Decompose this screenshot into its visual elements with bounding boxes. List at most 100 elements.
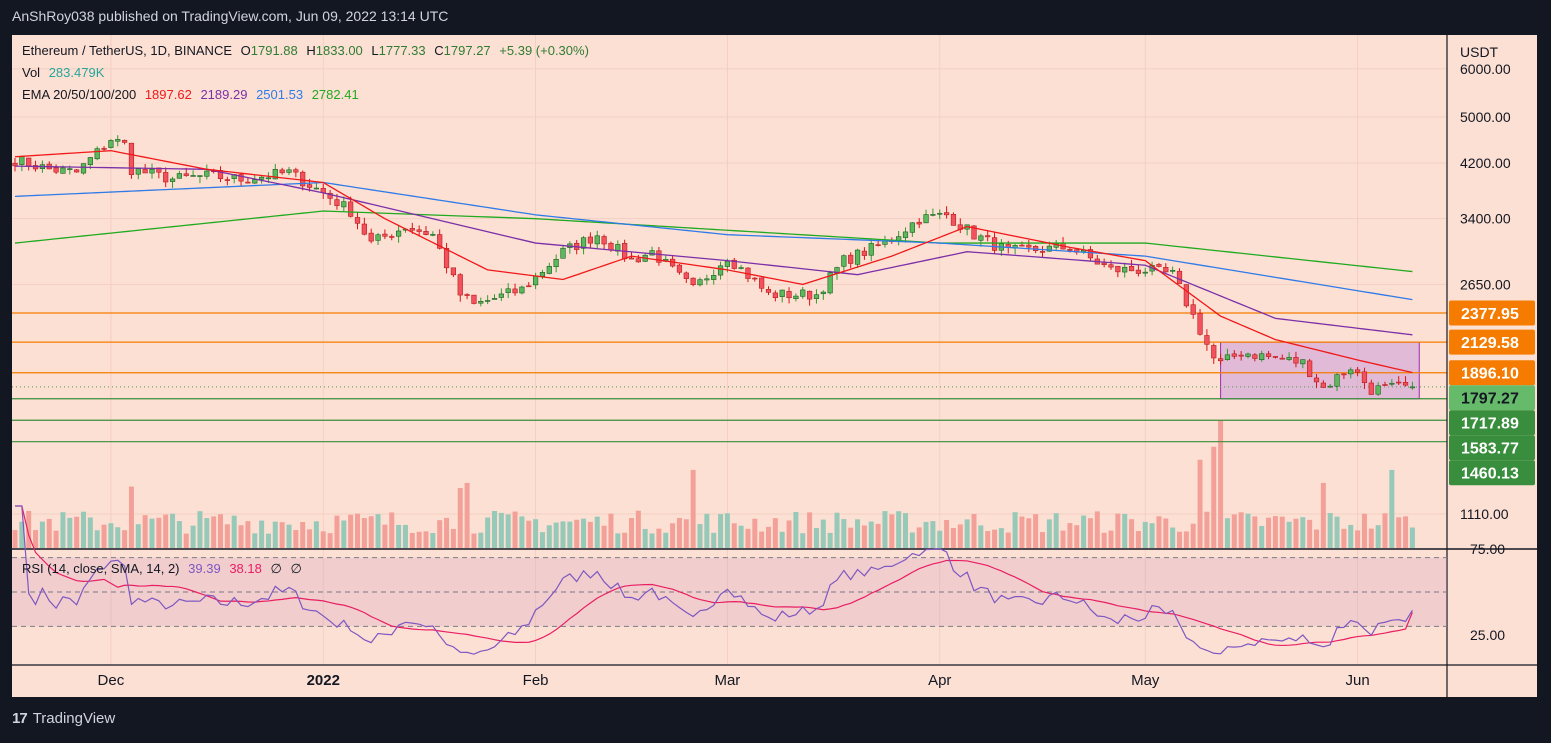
candle-body	[820, 291, 826, 294]
candle	[238, 173, 244, 187]
volume-bar	[437, 520, 443, 548]
candle	[293, 167, 299, 178]
volume-bar	[718, 514, 724, 548]
volume-bar	[1307, 519, 1313, 548]
candle-body	[937, 212, 943, 215]
candle-body	[512, 288, 518, 294]
volume-bar	[827, 532, 833, 548]
brand-name: TradingView	[32, 710, 116, 727]
candle-body	[635, 258, 641, 263]
volume-bar	[1286, 521, 1292, 548]
candle-body	[861, 250, 867, 256]
symbol-title[interactable]: Ethereum / TetherUS, 1D, BINANCE	[22, 43, 233, 58]
volume-bar	[1005, 532, 1011, 548]
volume-bar	[779, 531, 785, 548]
candle	[902, 227, 909, 243]
volume-bar	[594, 516, 600, 548]
volume-bar	[375, 514, 381, 548]
volume-bar	[307, 529, 313, 548]
ema-label[interactable]: EMA 20/50/100/200	[22, 87, 137, 102]
volume-bar	[519, 516, 525, 548]
volume-bar	[163, 514, 169, 548]
candle-body	[1122, 266, 1128, 273]
price-label-1896.10: 1896.10	[1449, 360, 1535, 386]
candle	[361, 217, 367, 236]
volume-bar	[882, 511, 888, 548]
candle	[882, 235, 888, 248]
candle	[313, 182, 320, 190]
volume-bar	[820, 519, 826, 548]
volume-bar	[1163, 518, 1169, 548]
volume-bar	[1334, 516, 1340, 548]
candle	[327, 189, 333, 205]
candle	[1224, 348, 1231, 361]
rsi-label[interactable]: RSI (14, close, SMA, 14, 2)	[22, 561, 180, 576]
ema100-line	[14, 181, 1413, 301]
candle	[526, 282, 532, 288]
candle	[1409, 381, 1415, 390]
candle-body	[67, 168, 73, 171]
candle-body	[1334, 374, 1340, 387]
candle	[217, 166, 224, 183]
symbol-legend: Ethereum / TetherUS, 1D, BINANCE O1791.8…	[22, 43, 594, 58]
publisher-info: AnShRoy038 published on TradingView.com,…	[12, 8, 449, 24]
volume-bar	[649, 533, 655, 548]
volume-bar	[848, 527, 854, 548]
volume-bar	[313, 521, 319, 548]
candle-body	[1368, 382, 1374, 395]
candle-body	[1293, 357, 1299, 364]
candle-body	[1307, 360, 1313, 378]
candle	[567, 241, 573, 254]
volume-bar	[978, 525, 984, 548]
volume-bar	[341, 520, 347, 548]
volume-bar	[1129, 519, 1135, 548]
candle-body	[437, 234, 443, 249]
volume-bar	[1368, 528, 1374, 548]
volume-bar	[444, 517, 450, 548]
candle	[416, 225, 422, 236]
candle	[53, 164, 59, 175]
volume-bar	[1012, 512, 1018, 548]
price-label-1460.13: 1460.13	[1449, 460, 1535, 486]
volume-bar	[964, 519, 970, 548]
candle-body	[74, 169, 80, 173]
volume-bar	[211, 516, 217, 548]
price-label-bg	[1449, 300, 1535, 326]
price-tick-label: 4200.00	[1460, 155, 1511, 171]
open-value: 1791.88	[250, 43, 298, 58]
price-label-bg	[1449, 329, 1535, 355]
volume-bar	[807, 512, 813, 548]
volume-bar	[26, 510, 32, 548]
candle-body	[1355, 369, 1361, 373]
volume-bar	[533, 519, 539, 548]
candle-body	[909, 222, 915, 233]
volume-bar	[909, 532, 915, 548]
volume-bar	[957, 524, 963, 548]
candle-body	[142, 169, 148, 174]
volume-bar	[581, 518, 587, 548]
volume-bar	[53, 530, 59, 548]
candle-body	[498, 293, 504, 298]
volume-bar	[505, 514, 511, 548]
volume-bar	[985, 531, 991, 548]
candle	[1313, 373, 1320, 389]
candle-body	[375, 234, 381, 241]
candle-body	[1252, 354, 1258, 359]
volume-bar	[1355, 530, 1361, 548]
volume-bar	[766, 526, 771, 548]
vol-label[interactable]: Vol	[22, 65, 41, 80]
candle	[553, 254, 559, 273]
footer-brand[interactable]: 17 TradingView	[12, 710, 115, 727]
volume-bar	[800, 533, 806, 548]
candle-body	[334, 199, 340, 206]
candle-body	[423, 231, 429, 235]
chart-frame[interactable]: USDT 6000.00 5000.00 4200.00 3400.00 2650.00 1…	[12, 35, 1537, 697]
candle-body	[252, 179, 258, 184]
candle-body	[60, 167, 66, 174]
candle-body	[1327, 385, 1333, 388]
price-label-bg	[1449, 460, 1535, 486]
volume-bar	[238, 525, 244, 548]
candle-body	[19, 156, 25, 165]
volume-bar	[231, 515, 237, 548]
